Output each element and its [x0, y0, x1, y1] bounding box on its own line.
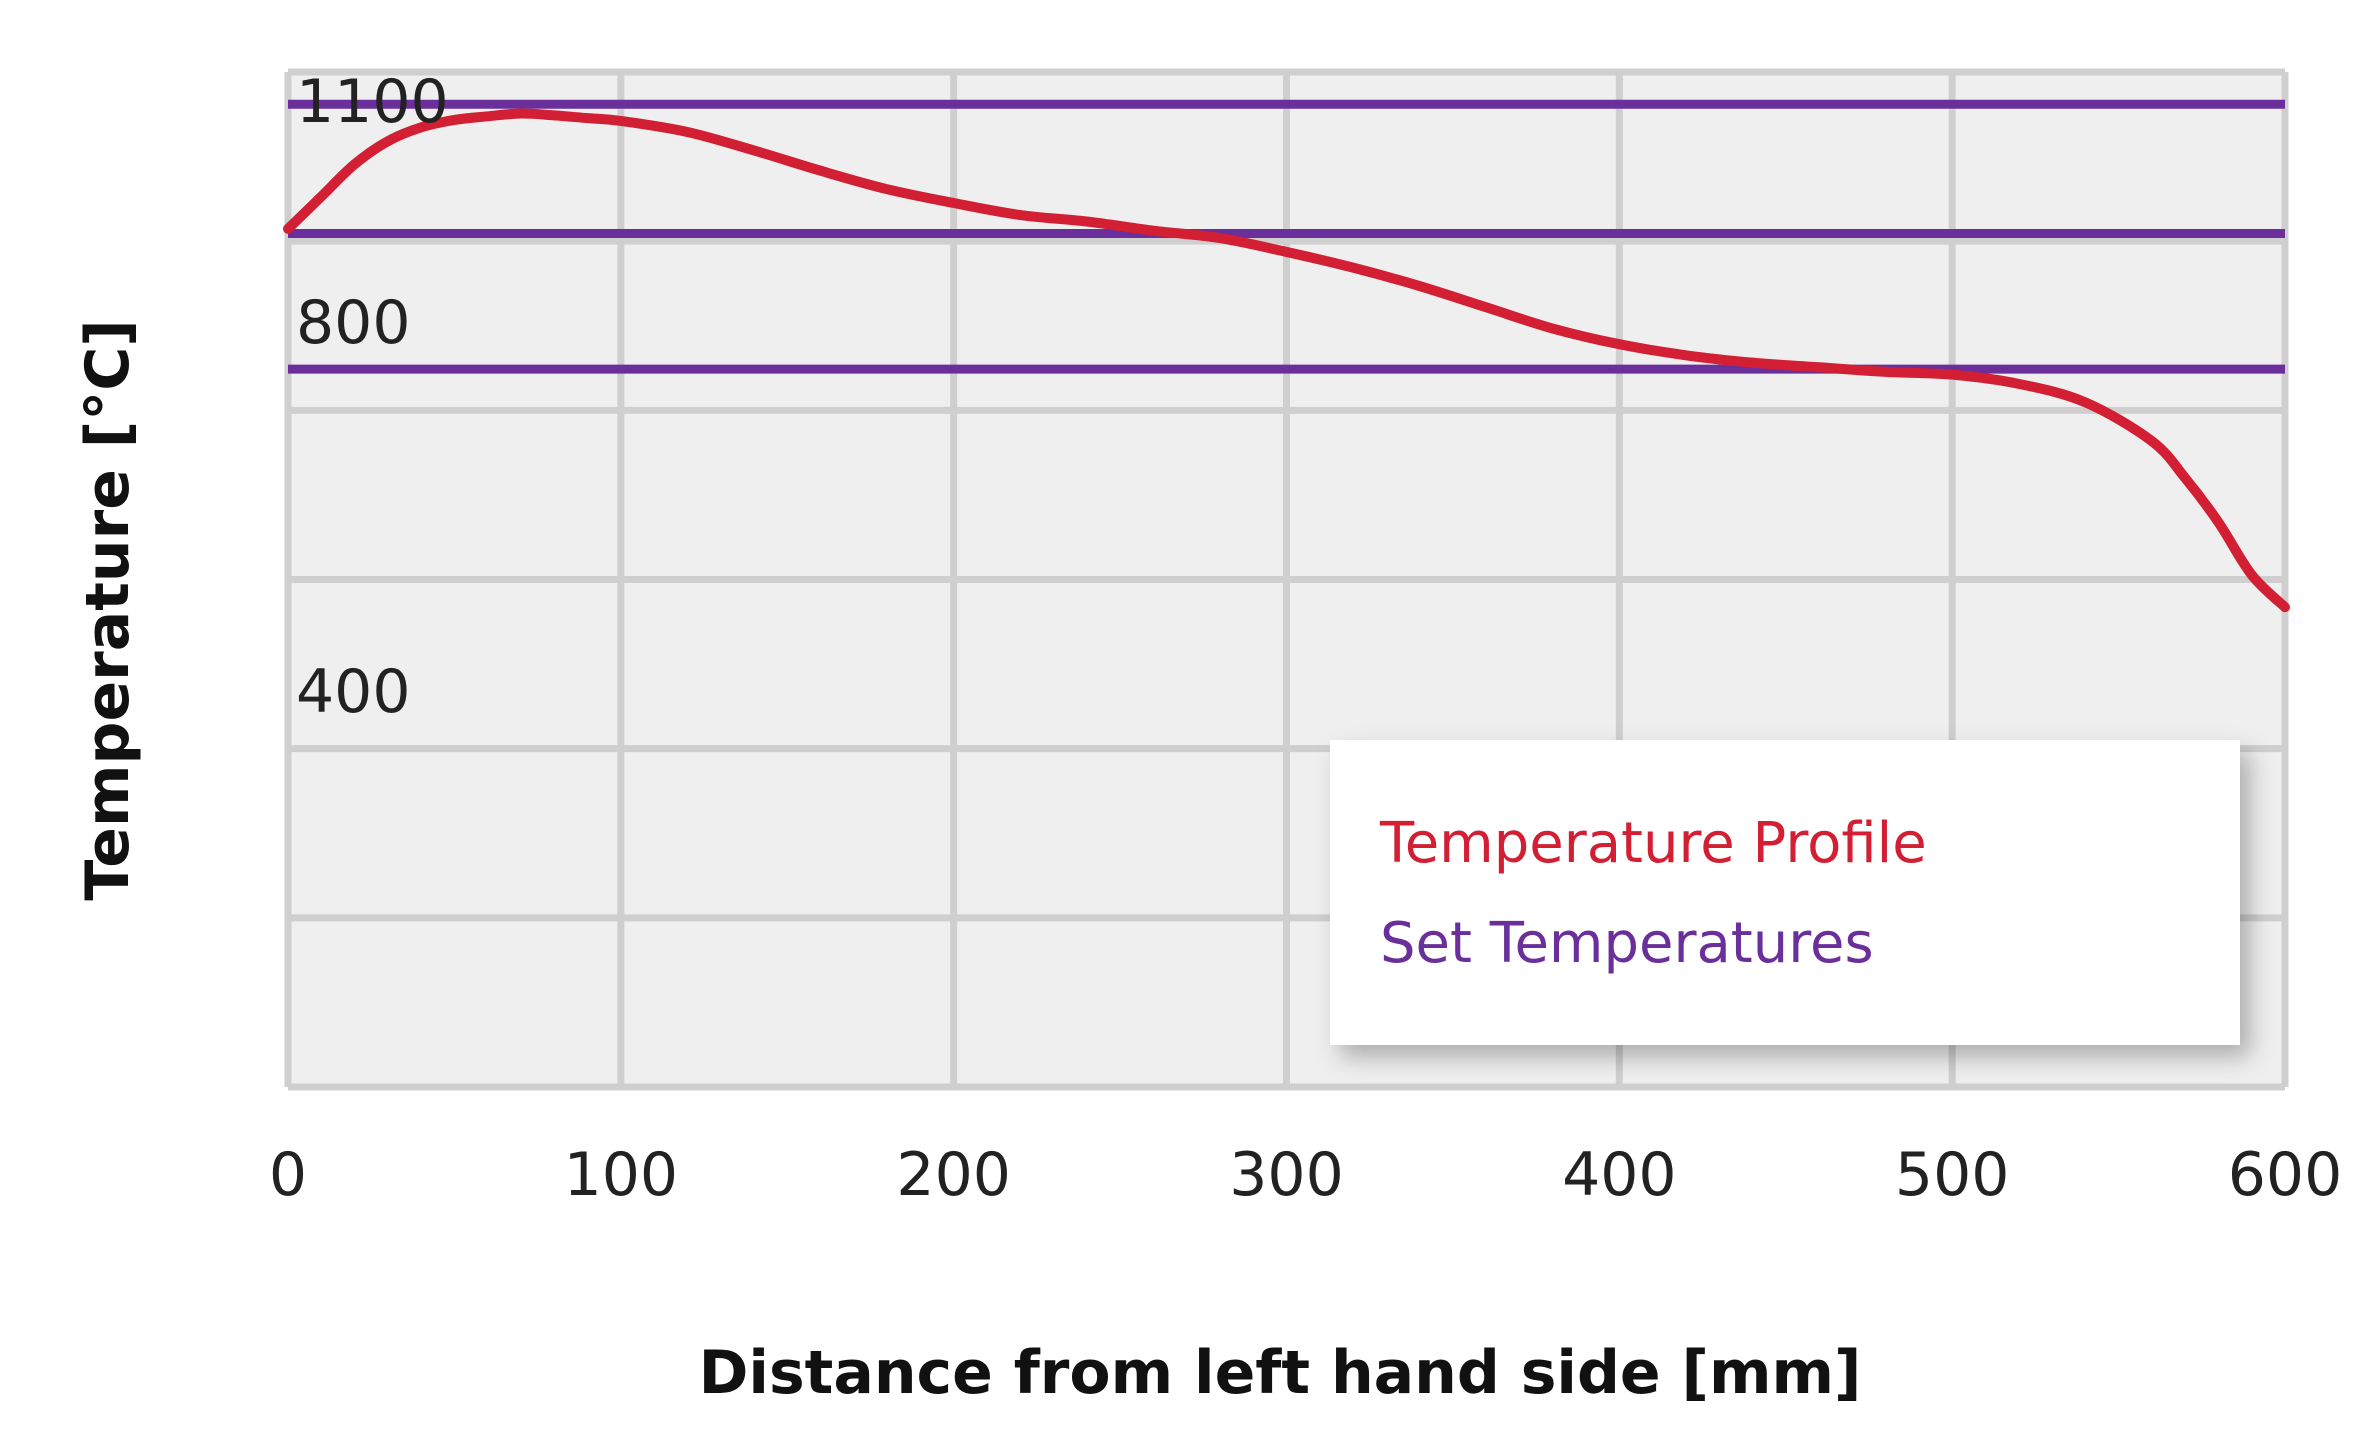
legend-item-temperature-profile: Temperature Profile	[1379, 811, 1927, 876]
x-tick-label: 500	[1895, 1140, 2010, 1210]
x-axis-label: Distance from left hand side [mm]	[699, 1338, 1862, 1408]
series-lines	[283, 108, 2290, 613]
grid-lines	[284, 68, 2289, 1091]
y-tick-label: 1100	[296, 67, 449, 137]
legend-item-set-temperatures: Set Temperatures	[1380, 911, 1874, 976]
legend: Temperature Profile Set Temperatures	[1330, 740, 2240, 1045]
legend-box	[1330, 740, 2240, 1045]
x-tick-label: 200	[896, 1140, 1011, 1210]
x-tick-label: 100	[564, 1140, 679, 1210]
x-tick-label: 600	[2228, 1140, 2343, 1210]
x-tick-label: 400	[1562, 1140, 1677, 1210]
y-tick-labels: 400 800 1100	[296, 67, 449, 727]
x-tick-label: 300	[1229, 1140, 1344, 1210]
y-tick-label: 800	[296, 288, 411, 358]
set-temperature-lines	[288, 99, 2285, 374]
x-tick-labels: 0 100 200 300 400 500 600	[269, 1140, 2342, 1210]
series-line-temperature-profile	[283, 108, 2290, 613]
y-axis-label: Temperature [°C]	[73, 319, 143, 900]
x-tick-label: 0	[269, 1140, 307, 1210]
y-tick-label: 400	[296, 657, 411, 727]
